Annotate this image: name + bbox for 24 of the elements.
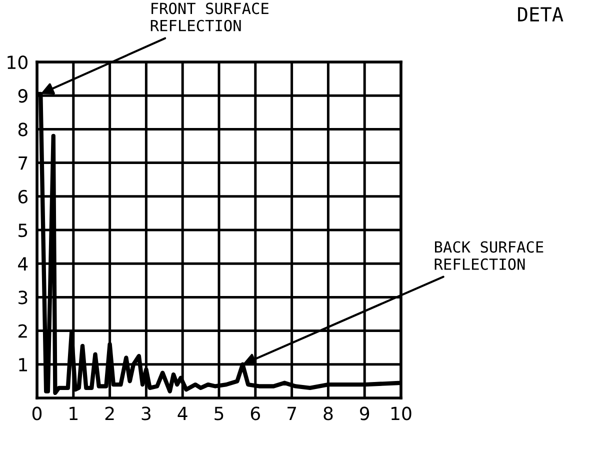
x-tick-label: 10 (391, 406, 412, 420)
x-tick-label: 9 (360, 406, 370, 420)
x-tick-label: 8 (324, 406, 333, 420)
annotation: FRONT SURFACE REFLECTION (150, 2, 268, 32)
y-tick-label: 1 (19, 358, 27, 372)
y-tick-label: 9 (18, 89, 28, 103)
x-tick-label: 5 (214, 406, 224, 420)
x-tick-label: 7 (288, 406, 296, 420)
x-tick-label: 4 (178, 406, 188, 420)
y-tick-label: 4 (18, 257, 28, 270)
y-tick-label: 10 (8, 55, 28, 70)
y-tick-label: 2 (18, 324, 27, 338)
x-tick-label: 0 (32, 406, 42, 420)
x-tick-label: 6 (250, 406, 260, 420)
y-tick-label: 8 (18, 122, 28, 136)
y-tick-label: 3 (18, 290, 28, 304)
x-tick-label: 1 (70, 406, 78, 420)
text: DETA (518, 7, 564, 22)
annotation: BACK SURFACE REFLECTION (434, 241, 544, 270)
x-tick-label: 2 (105, 406, 114, 420)
y-tick-label: 7 (18, 156, 28, 170)
y-tick-label: 6 (18, 190, 28, 204)
x-tick-label: 3 (142, 406, 150, 420)
y-tick-label: 5 (18, 224, 28, 238)
